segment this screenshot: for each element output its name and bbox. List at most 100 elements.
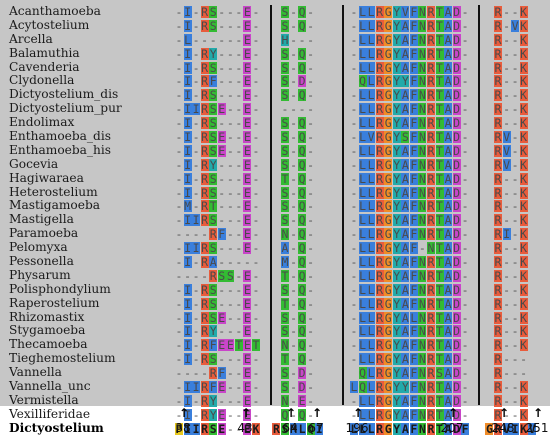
gap-cell: -	[175, 393, 183, 408]
taxon-name: Hagiwaraea	[9, 170, 84, 185]
gap-cell: -	[192, 310, 200, 325]
residue-cell: L	[367, 102, 376, 117]
residue-cell: Y	[209, 393, 218, 408]
residue-cell: L	[358, 227, 367, 242]
gap-cell: -	[252, 282, 260, 297]
residue-cell: F	[209, 338, 218, 353]
residue-cell: A	[401, 407, 410, 422]
taxon-name: Mastigella	[9, 212, 74, 227]
residue-cell: I	[183, 213, 192, 228]
residue-cell: K	[519, 338, 528, 353]
residue-cell: I	[183, 255, 192, 270]
position-arrow: ↑	[499, 406, 510, 420]
residue-cell: K	[519, 32, 528, 47]
gap-cell: -	[175, 199, 183, 214]
gap-cell: -	[252, 60, 260, 75]
residue-cell: T	[435, 32, 444, 47]
gap-cell: -	[290, 255, 298, 270]
residue-cell: D	[452, 32, 461, 47]
residue-cell: A	[444, 199, 453, 214]
residue-cell: I	[183, 5, 192, 19]
gap-cell: -	[307, 407, 315, 422]
gap-cell: -	[461, 116, 469, 131]
gap-cell: -	[503, 171, 511, 186]
gap-cell: -	[192, 296, 200, 311]
gap-cell: -	[307, 227, 315, 242]
residue-cell: L	[358, 5, 367, 19]
residue-cell: A	[444, 352, 453, 367]
residue-cell: V	[511, 18, 520, 33]
residue-cell: T	[209, 199, 218, 214]
residue-cell: A	[401, 268, 410, 283]
residue-cell: L	[358, 421, 367, 436]
taxon-name: Mastigamoeba	[9, 198, 101, 213]
residue-cell: N	[418, 143, 427, 158]
residue-cell: R	[426, 380, 435, 395]
residue-cell: Y	[392, 157, 401, 172]
residue-cell: R	[200, 199, 209, 214]
gap-cell: -	[307, 171, 315, 186]
residue-cell: D	[452, 5, 461, 19]
residue-cell: D	[452, 338, 461, 353]
gap-cell: -	[511, 74, 519, 89]
gap-cell: -	[290, 171, 298, 186]
gap-cell: -	[461, 199, 469, 214]
residue-cell: Y	[392, 46, 401, 61]
gap-cell: -	[175, 296, 183, 311]
residue-cell: I	[192, 421, 201, 436]
gap-cell: -	[511, 380, 519, 395]
gap-cell: -	[175, 88, 183, 103]
residue-cell: A	[401, 324, 410, 339]
residue-cell: G	[384, 171, 393, 186]
residue-cell: R	[375, 227, 384, 242]
taxon-name: Physarum	[9, 267, 71, 282]
residue-cell: R	[200, 102, 209, 117]
gap-cell: -	[175, 5, 183, 19]
residue-cell: I	[183, 185, 192, 200]
residue-cell: E	[217, 143, 226, 158]
residue-cell: S	[209, 352, 218, 367]
residue-cell: S	[281, 310, 289, 325]
residue-cell: N	[418, 296, 427, 311]
residue-cell: R	[494, 227, 502, 242]
residue-cell: T	[435, 296, 444, 311]
residue-cell: L	[358, 310, 367, 325]
gap-cell: -	[235, 32, 243, 47]
residue-cell: S	[209, 421, 218, 436]
residue-cell: A	[444, 116, 453, 131]
residue-cell: E	[217, 310, 226, 325]
residue-cell: R	[375, 268, 384, 283]
gap-cell: -	[218, 5, 226, 19]
gap-cell: -	[235, 393, 243, 408]
gap-cell: -	[252, 324, 260, 339]
residue-cell: A	[444, 227, 453, 242]
residue-cell: G	[384, 407, 393, 422]
residue-cell: A	[444, 310, 453, 325]
residue-cell: S	[209, 88, 218, 103]
gap-cell: -	[350, 407, 358, 422]
residue-cell: R	[426, 366, 435, 381]
residue-cell: E	[243, 116, 252, 131]
gap-cell: -	[503, 60, 511, 75]
residue-cell: F	[217, 366, 226, 381]
gap-cell: -	[307, 366, 315, 381]
gap-cell: -	[511, 282, 519, 297]
residue-cell: L	[358, 88, 367, 103]
gap-cell: -	[218, 255, 226, 270]
gap-cell: -	[503, 32, 511, 47]
gap-cell: -	[503, 407, 511, 422]
residue-cell: Y	[392, 407, 401, 422]
residue-cell: D	[452, 18, 461, 33]
gap-cell: -	[218, 157, 226, 172]
residue-cell: D	[452, 310, 461, 325]
gap-cell: -	[201, 32, 209, 47]
gap-cell: -	[520, 366, 528, 381]
residue-cell: F	[409, 296, 418, 311]
residue-cell: Y	[401, 74, 410, 89]
gap-cell: -	[235, 324, 243, 339]
residue-cell: L	[367, 157, 376, 172]
residue-cell: I	[183, 74, 192, 89]
